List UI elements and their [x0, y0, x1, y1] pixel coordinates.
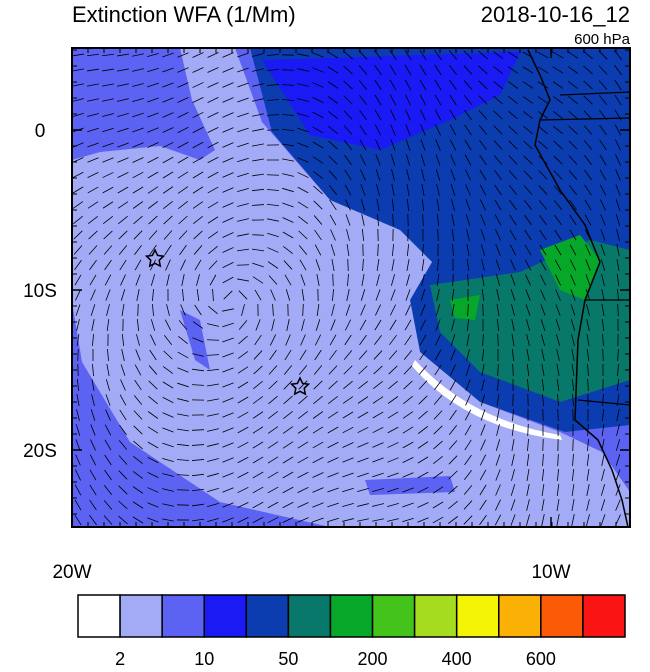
colorbar-box [120, 595, 162, 637]
wind-barb [267, 130, 279, 131]
lon-label: 10W [531, 562, 570, 583]
lat-label: 20S [23, 441, 57, 462]
colorbar-box [162, 595, 204, 637]
wind-barb [282, 70, 294, 71]
wind-barb [252, 235, 264, 236]
colorbar-label: 2 [115, 649, 125, 667]
wind-barb [177, 490, 189, 491]
colorbar-box [415, 595, 457, 637]
wind-barb [303, 304, 304, 316]
lat-label: 10S [23, 281, 57, 302]
colorbar: 2 10 50 200 400 600 [78, 595, 625, 667]
wind-barb [603, 349, 604, 361]
wind-barb [513, 394, 514, 406]
map-title: Extinction WFA (1/Mm) [72, 2, 296, 27]
wind-barb [543, 409, 544, 421]
colorbar-label: 10 [194, 649, 214, 667]
colorbar-box [78, 595, 120, 637]
map-time: 2018-10-16_12 [481, 2, 630, 27]
colorbar-label: 600 [526, 649, 556, 667]
wind-barb [333, 274, 334, 286]
lon-label: 20W [52, 562, 91, 583]
colorbar-box [288, 595, 330, 637]
wind-barb [573, 439, 574, 451]
map-field [72, 48, 630, 527]
colorbar-label: 200 [358, 649, 388, 667]
colorbar-box [330, 595, 372, 637]
map-level: 600 hPa [574, 31, 631, 48]
colorbar-box [541, 595, 583, 637]
colorbar-label: 50 [278, 649, 298, 667]
colorbar-box [373, 595, 415, 637]
colorbar-box [457, 595, 499, 637]
colorbar-label: 400 [442, 649, 472, 667]
colorbar-box [583, 595, 625, 637]
colorbar-box [246, 595, 288, 637]
colorbar-box [499, 595, 541, 637]
colorbar-box [204, 595, 246, 637]
lat-label: 0 [35, 121, 46, 142]
wind-barb [207, 340, 219, 341]
